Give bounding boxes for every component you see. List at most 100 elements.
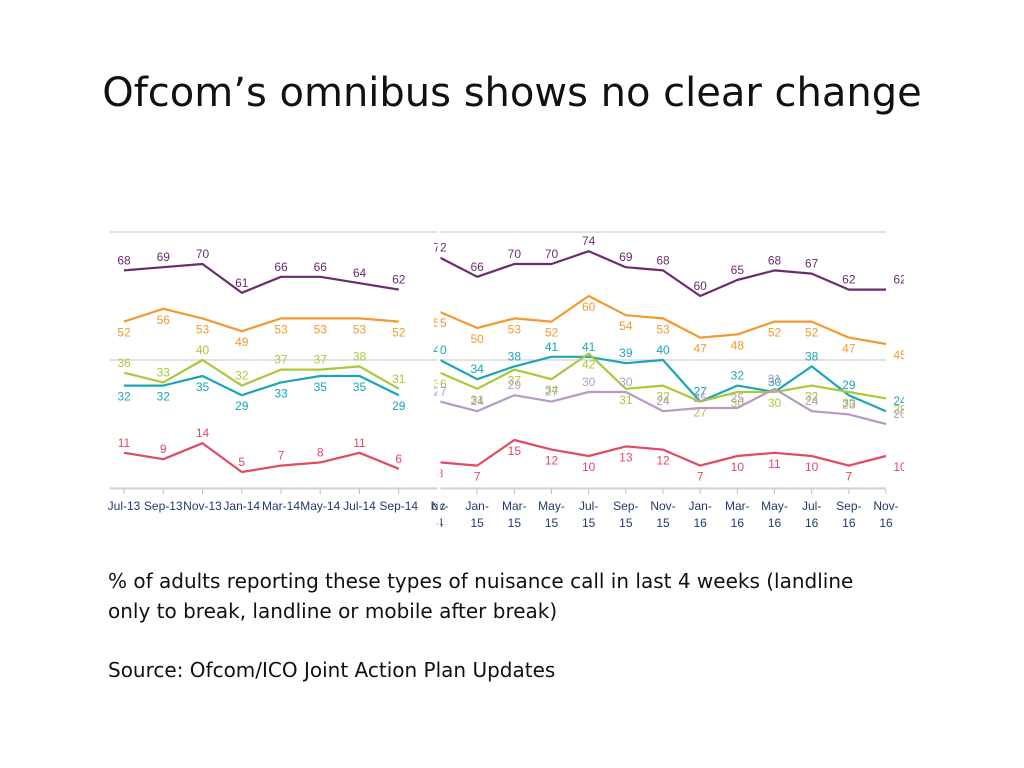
- data-label: 66: [470, 260, 484, 274]
- data-label: 40: [656, 343, 670, 357]
- x-tick-label: 15: [545, 516, 559, 530]
- x-tick-label: May-: [761, 499, 788, 513]
- x-tick-label: 15: [582, 516, 596, 530]
- data-label: 25: [731, 391, 745, 405]
- data-label: 74: [582, 234, 596, 248]
- data-label: 38: [508, 349, 522, 363]
- data-label: 66: [314, 260, 328, 274]
- data-label: 70: [508, 247, 522, 261]
- data-label: 27: [693, 385, 707, 399]
- data-label: 33: [157, 365, 171, 379]
- data-label: 31: [619, 393, 633, 407]
- data-label: 8: [317, 445, 324, 459]
- data-label: 37: [314, 353, 328, 367]
- data-label: 7: [474, 470, 481, 484]
- data-label: 61: [235, 276, 249, 290]
- data-label: 28: [893, 402, 904, 416]
- data-label: 40: [196, 343, 210, 357]
- data-label: 30: [768, 375, 782, 389]
- data-label: 7: [697, 470, 704, 484]
- data-label: 32: [235, 369, 249, 383]
- data-label: 45: [893, 348, 904, 362]
- data-label: 9: [160, 442, 167, 456]
- x-tick-label: May-: [538, 499, 565, 513]
- slide-title: Ofcom’s omnibus shows no clear change: [102, 70, 922, 116]
- data-label: 41: [545, 340, 559, 354]
- x-tick-label: Jul-: [802, 499, 821, 513]
- x-tick-label: 15: [508, 516, 522, 530]
- data-label: 56: [157, 313, 171, 327]
- x-tick-label: Jan-: [465, 499, 488, 513]
- data-label: 35: [314, 380, 328, 394]
- data-label: 49: [235, 335, 249, 349]
- data-label: 64: [353, 266, 367, 280]
- data-label: 62: [392, 273, 406, 287]
- data-label: 34: [470, 362, 484, 376]
- data-label: 53: [196, 322, 210, 336]
- data-label: 52: [805, 326, 819, 340]
- data-label: 50: [470, 332, 484, 346]
- data-label: 11: [768, 457, 781, 471]
- series-line: [123, 262, 399, 294]
- data-label: 53: [314, 322, 328, 336]
- data-label: 34: [545, 383, 559, 397]
- data-label: 29: [508, 378, 522, 392]
- data-label: 10: [582, 460, 596, 474]
- x-tick-label: 15: [656, 516, 670, 530]
- data-label: 52: [768, 326, 782, 340]
- data-label: 36: [117, 356, 131, 370]
- data-label: 62: [842, 273, 856, 287]
- data-label: 24: [805, 394, 819, 408]
- data-label: 10: [731, 460, 745, 474]
- chart-source: Source: Ofcom/ICO Joint Action Plan Upda…: [108, 658, 556, 682]
- data-label: 70: [196, 247, 210, 261]
- data-label: 32: [805, 390, 819, 404]
- x-tick-label: Sep-: [613, 499, 638, 513]
- data-label: 29: [392, 399, 406, 413]
- data-label: 31: [470, 393, 484, 407]
- x-tick-label: 16: [842, 516, 856, 530]
- data-label: 68: [768, 253, 782, 267]
- data-label: 35: [353, 380, 367, 394]
- data-label: 24: [656, 394, 670, 408]
- nuisance-call-chart: Jul-13 Sep-13 Nov-13 Jan-14 Mar-14 May-14 Jul-…: [104, 220, 904, 545]
- data-label: 27: [545, 385, 559, 399]
- series-line: [123, 307, 399, 333]
- data-label: 47: [842, 342, 856, 356]
- data-label: 14: [196, 426, 210, 440]
- x-tick-label: 16: [731, 516, 745, 530]
- data-label: 60: [582, 300, 596, 314]
- x-tick-label: 16: [805, 516, 819, 530]
- data-label: 7: [845, 470, 852, 484]
- data-label: 30: [768, 396, 782, 410]
- x-tick-label: Mar-14: [262, 499, 300, 513]
- data-label: 23: [842, 397, 856, 411]
- data-label: 12: [656, 454, 670, 468]
- x-tick-label: 15: [470, 516, 484, 530]
- x-tick-label: Nov-13: [183, 499, 222, 513]
- x-tick-label: Nov-: [873, 499, 898, 513]
- data-label: 65: [731, 263, 745, 277]
- x-tick-label: Jan-14: [223, 499, 260, 513]
- data-label: 6: [395, 452, 402, 466]
- series-line: [439, 352, 887, 403]
- data-label: 30: [582, 375, 596, 389]
- data-label: 53: [508, 322, 522, 336]
- data-label: 53: [353, 322, 367, 336]
- x-tick-label: Jan-: [688, 499, 711, 513]
- x-tick-label: Sep-13: [144, 499, 183, 513]
- x-tick-label: Nov-: [650, 499, 675, 513]
- x-tick-label: Jul-: [579, 499, 598, 513]
- x-tick-label: 16: [693, 516, 707, 530]
- series-line: [124, 374, 400, 397]
- data-label: 54: [619, 319, 633, 333]
- data-label: 47: [693, 342, 707, 356]
- data-label: 20: [893, 407, 904, 421]
- data-label: 66: [274, 260, 288, 274]
- data-label: 7: [278, 449, 285, 463]
- data-label: 32: [656, 390, 670, 404]
- data-label: 32: [731, 369, 745, 383]
- data-label: 25: [693, 391, 707, 405]
- data-label: 42: [582, 358, 596, 372]
- x-tick-label: 16: [879, 516, 893, 530]
